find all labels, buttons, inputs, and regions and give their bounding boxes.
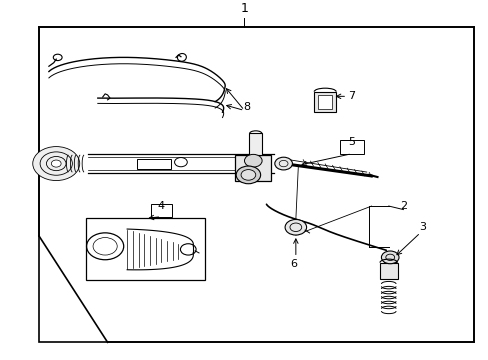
Text: 2: 2 bbox=[399, 201, 406, 211]
Circle shape bbox=[40, 152, 72, 175]
Bar bbox=[314, 92, 336, 112]
Bar bbox=[150, 204, 172, 217]
Bar bbox=[383, 254, 395, 271]
Circle shape bbox=[236, 166, 260, 184]
Circle shape bbox=[241, 170, 255, 180]
Text: 6: 6 bbox=[289, 260, 296, 269]
Text: 5: 5 bbox=[348, 137, 355, 147]
Text: 7: 7 bbox=[348, 91, 355, 101]
Circle shape bbox=[46, 157, 66, 171]
Bar bbox=[234, 155, 271, 181]
Text: 3: 3 bbox=[419, 222, 426, 232]
Bar bbox=[318, 95, 331, 109]
Circle shape bbox=[285, 220, 306, 235]
Circle shape bbox=[274, 157, 292, 170]
Bar bbox=[85, 219, 205, 280]
Circle shape bbox=[244, 154, 262, 167]
Bar bbox=[39, 27, 473, 342]
Bar bbox=[339, 140, 364, 154]
Text: 1: 1 bbox=[240, 2, 248, 15]
Circle shape bbox=[381, 251, 398, 264]
Bar bbox=[379, 263, 397, 279]
Bar bbox=[249, 134, 261, 155]
Text: 4: 4 bbox=[158, 201, 164, 211]
Circle shape bbox=[33, 147, 80, 181]
Text: 8: 8 bbox=[243, 102, 250, 112]
Bar bbox=[137, 159, 171, 168]
Circle shape bbox=[51, 160, 61, 167]
